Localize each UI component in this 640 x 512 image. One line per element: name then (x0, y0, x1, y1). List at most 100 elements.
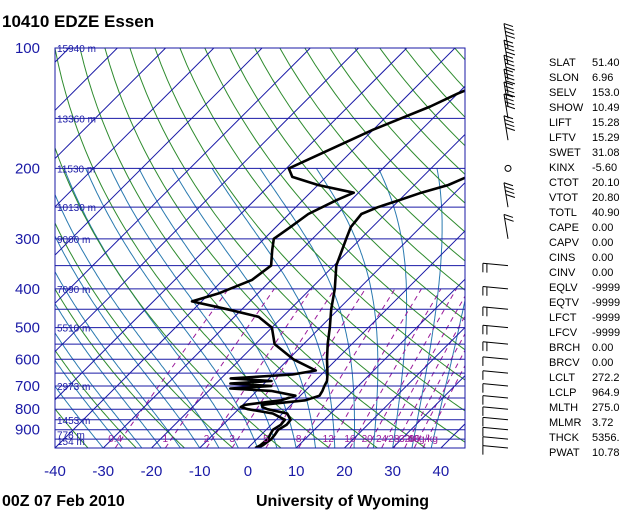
pressure-tick-label: 900 (15, 422, 40, 439)
isotherm-line (344, 326, 465, 448)
index-value: 964.9 (592, 387, 620, 399)
dry-adiabat-line (55, 48, 330, 448)
mixing-ratio-label: 3 (229, 434, 235, 445)
isotherm-line (55, 48, 456, 448)
wind-barb-feather (505, 101, 515, 106)
isotherm-line (55, 48, 166, 160)
index-value: 5356. (592, 432, 620, 444)
height-label: 15940 m (57, 44, 96, 55)
index-value: 31.08 (592, 147, 620, 159)
index-value: 0.00 (592, 267, 613, 279)
index-name: SLAT (549, 57, 576, 69)
height-labels: 15940 m 13360 m 11530 m 10130 m 9000 m 7090 m… (57, 44, 96, 448)
wind-barb-feather (504, 85, 514, 90)
pressure-tick-label: 800 (15, 401, 40, 418)
temperature-profile-line (257, 176, 465, 448)
mixing-ratio-label: 0.4 (108, 434, 122, 445)
isobars (55, 48, 465, 448)
mixing-ratio-label: 1 (163, 434, 169, 445)
index-value: 275.0 (592, 402, 620, 414)
plot-frame (54, 47, 466, 449)
wind-barb-feather (505, 34, 516, 39)
wind-barb (482, 436, 509, 440)
mixing-ratio-label: 32 (399, 434, 411, 445)
height-label: 5510 m (57, 324, 90, 335)
wind-barb-feather (504, 97, 514, 102)
isotherms (55, 48, 465, 448)
height-label: 13360 m (57, 114, 96, 125)
index-value: -9999 (592, 297, 620, 309)
isotherm-line (151, 133, 465, 448)
height-label: 7090 m (57, 285, 90, 296)
wind-barb-feather (505, 62, 515, 67)
mixing-ratio-label: 2 (204, 434, 210, 445)
index-name: THCK (549, 432, 580, 444)
isotherm-line (55, 48, 359, 353)
index-value: 51.40 (592, 57, 620, 69)
temperature-tick-label: 20 (336, 463, 353, 480)
wind-barb-feather (503, 213, 514, 218)
temperature-tick-label: 40 (433, 463, 450, 480)
index-value: 0.00 (592, 252, 613, 264)
height-label: 778 m (57, 430, 85, 441)
isotherm-line (102, 85, 465, 448)
index-name: EQLV (549, 282, 578, 294)
wind-barb-feather (505, 89, 515, 94)
wind-barb (482, 370, 509, 374)
index-value: -9999 (592, 312, 620, 324)
wind-barb (482, 356, 509, 360)
index-value: 0.00 (592, 357, 613, 369)
index-name: EQTV (549, 297, 580, 309)
temperature-tick-label: 30 (384, 463, 401, 480)
moist-adiabat-line (85, 168, 259, 448)
pressure-tick-label: 200 (15, 160, 40, 177)
station-title: 10410 EDZE Essen (2, 12, 154, 31)
index-name: LCLP (549, 387, 577, 399)
wind-barb (482, 426, 509, 431)
stability-indices: SLAT 51.40 SLON 6.96 SELV 153.0 SHOW 10.49 LIFT 1… (549, 57, 620, 459)
index-value: -9999 (592, 282, 620, 294)
wind-barb (482, 416, 509, 421)
temperature-tick-label: -20 (141, 463, 163, 480)
index-value: 15.29 (592, 132, 620, 144)
index-name: MLMR (549, 417, 581, 429)
index-value: 153.0 (592, 87, 620, 99)
index-name: CAPE (549, 222, 579, 234)
wind-barb-feather (504, 217, 514, 222)
pressure-tick-label: 500 (15, 320, 40, 337)
index-value: 10.78 (592, 447, 620, 459)
index-value: 40.90 (592, 207, 620, 219)
index-name: BRCH (549, 342, 580, 354)
isotherm-line (247, 230, 465, 448)
pressure-tick-label: 100 (15, 40, 40, 57)
height-label: 10130 m (57, 203, 96, 214)
wind-barb-feather (504, 43, 514, 48)
index-name: BRCV (549, 357, 580, 369)
wind-barb-feather (505, 127, 516, 131)
isotherm-line (55, 48, 263, 256)
source-label: University of Wyoming (256, 493, 429, 510)
index-name: LCLT (549, 372, 575, 384)
index-name: LFTV (549, 132, 577, 144)
index-name: CAPV (549, 237, 580, 249)
index-value: 3.72 (592, 417, 613, 429)
index-value: 0.00 (592, 342, 613, 354)
wind-barb-feather (503, 182, 514, 187)
index-name: CTOT (549, 177, 579, 189)
index-name: SELV (549, 87, 577, 99)
moist-adiabat-line (55, 385, 104, 448)
mixing-ratio-label: 8 (296, 434, 302, 445)
wind-barb-feather (505, 76, 515, 81)
pressure-tick-label: 300 (15, 231, 40, 248)
wind-barb-feather (503, 23, 514, 28)
temperature-tick-label: 0 (244, 463, 252, 480)
dry-adiabat-line (279, 48, 465, 262)
mixing-ratio-label: 5 (263, 434, 269, 445)
index-name: LFCV (549, 327, 578, 339)
observation-time: 00Z 07 Feb 2010 (2, 493, 125, 510)
mixing-ratio-label: 28 (388, 434, 400, 445)
mixing-ratio-label: 36 (409, 434, 421, 445)
dry-adiabats (55, 48, 465, 448)
